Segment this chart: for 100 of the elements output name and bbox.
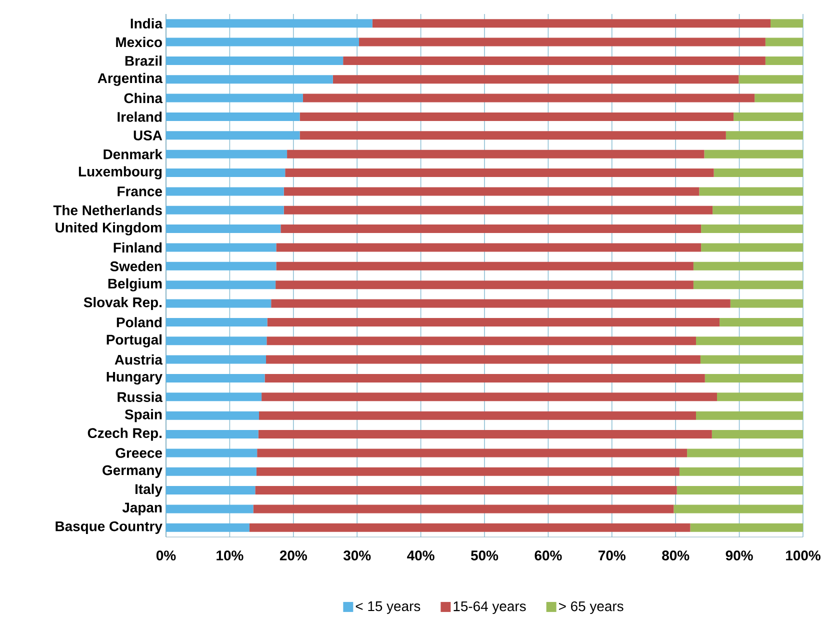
bar xyxy=(166,262,276,270)
bar xyxy=(264,374,705,382)
bar xyxy=(266,355,700,364)
bar xyxy=(276,243,702,252)
y-tick-label: Austria xyxy=(114,354,163,365)
bar xyxy=(166,280,276,290)
bar xyxy=(166,38,360,46)
bar xyxy=(266,336,696,346)
y-tick-label: Sweden xyxy=(110,261,162,272)
bar xyxy=(262,392,718,402)
bar xyxy=(693,262,804,270)
x-tick-label: 80% xyxy=(662,550,690,560)
y-tick-label: France xyxy=(118,186,162,196)
x-tick-label: 90% xyxy=(726,550,753,560)
bar xyxy=(166,56,344,65)
bar xyxy=(287,150,704,158)
y-tick-label: Greece xyxy=(116,448,162,458)
bar xyxy=(166,187,284,196)
bar xyxy=(166,467,256,476)
bar xyxy=(166,94,303,102)
bar xyxy=(765,56,804,65)
legend-label: > 65 years xyxy=(559,601,624,614)
y-tick-label: Hungary xyxy=(106,372,162,385)
bar xyxy=(770,19,804,28)
y-tick-label: Denmark xyxy=(104,148,162,160)
y-tick-label: China xyxy=(124,92,163,104)
bar xyxy=(257,448,688,458)
bar xyxy=(249,523,690,532)
bar xyxy=(701,224,804,234)
bar xyxy=(712,430,804,439)
bar xyxy=(285,168,714,178)
bar xyxy=(687,448,804,458)
bar xyxy=(166,523,250,532)
bar xyxy=(259,411,696,420)
bar xyxy=(276,280,694,290)
bar xyxy=(690,523,804,532)
bar xyxy=(674,504,804,514)
y-tick-label: Germany xyxy=(102,465,162,478)
x-tick-label: 100% xyxy=(786,550,820,560)
x-tick-label: 60% xyxy=(534,550,562,560)
bar xyxy=(302,94,755,102)
y-tick-label: Belgium xyxy=(108,278,162,292)
bar xyxy=(730,299,804,308)
bar xyxy=(738,75,804,84)
y-tick-label: United Kingdom xyxy=(56,222,162,236)
bar xyxy=(271,299,730,308)
bar xyxy=(754,94,804,102)
bar xyxy=(166,243,276,252)
x-tick-label: 10% xyxy=(216,550,244,560)
y-tick-label: Argentina xyxy=(98,72,163,86)
bar xyxy=(166,448,258,458)
y-tick-label: Poland xyxy=(116,317,162,328)
y-tick-label: Japan xyxy=(122,502,162,516)
legend-label: 15-64 years xyxy=(454,601,526,614)
bar xyxy=(701,243,804,252)
y-tick-label: Portugal xyxy=(106,334,162,348)
bar xyxy=(343,56,766,65)
bar xyxy=(166,504,254,514)
legend-label: < 15 years xyxy=(356,601,420,614)
bar xyxy=(166,75,333,84)
bar xyxy=(166,374,265,382)
y-tick-label: Brazil xyxy=(125,56,162,66)
bar xyxy=(166,206,284,214)
bar xyxy=(720,318,804,326)
bar xyxy=(704,150,804,158)
bar xyxy=(280,224,702,234)
y-tick-label: Mexico xyxy=(116,36,162,48)
bar xyxy=(166,224,281,234)
bar xyxy=(166,318,268,326)
y-tick-label: The Netherlands xyxy=(53,205,162,216)
y-tick-label: Finland xyxy=(114,242,162,253)
bar xyxy=(332,75,739,84)
bar xyxy=(765,38,804,46)
bar xyxy=(699,187,804,196)
y-tick-label: Slovak Rep. xyxy=(84,297,162,310)
bar xyxy=(679,467,804,476)
y-tick-label: Spain xyxy=(124,409,162,422)
bar xyxy=(166,336,267,346)
bar xyxy=(696,411,804,420)
bar xyxy=(359,38,766,46)
x-tick-label: 70% xyxy=(598,550,626,560)
y-tick-label: Basque Country xyxy=(56,521,162,534)
bar xyxy=(700,355,804,364)
bar xyxy=(166,112,300,121)
bar xyxy=(166,430,258,439)
y-tick-label: Luxembourg xyxy=(78,166,162,180)
y-tick-label: Italy xyxy=(136,484,162,497)
x-tick-label: 20% xyxy=(280,550,307,560)
y-tick-label: India xyxy=(130,18,163,28)
y-tick-label: USA xyxy=(134,130,162,140)
bar xyxy=(696,336,804,346)
bar xyxy=(300,131,726,140)
bar xyxy=(717,392,804,402)
bar xyxy=(284,187,700,196)
bar xyxy=(166,131,300,140)
bar xyxy=(166,150,288,158)
y-tick-label: Russia xyxy=(118,392,163,402)
bar xyxy=(284,206,713,214)
bar xyxy=(166,411,260,420)
bar xyxy=(372,19,771,28)
